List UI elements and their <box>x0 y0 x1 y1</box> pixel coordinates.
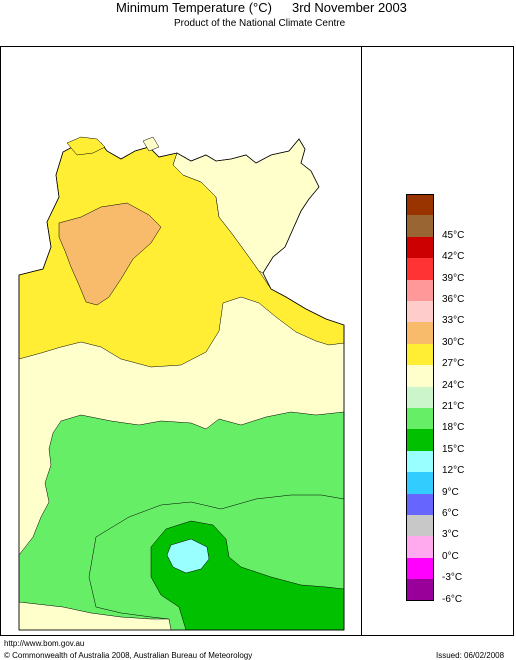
band-9-12 <box>166 538 210 574</box>
temperature-map <box>18 136 345 631</box>
legend-swatch <box>406 450 434 473</box>
legend-swatch <box>406 386 434 408</box>
footer-copyright: © Commonwealth of Australia 2008, Austra… <box>4 651 253 660</box>
legend-swatch <box>406 279 434 301</box>
legend-label: 24°C <box>442 379 465 391</box>
legend-swatch <box>406 408 434 430</box>
footer-url[interactable]: http://www.bom.gov.au <box>4 639 85 648</box>
legend-swatch <box>406 343 434 366</box>
legend-label: 39°C <box>442 272 465 284</box>
legend-swatch <box>406 215 434 237</box>
legend-label: -6°C <box>442 593 463 605</box>
band-30-33 <box>58 202 162 306</box>
legend-swatch <box>406 536 434 558</box>
legend-label: 33°C <box>442 315 465 327</box>
legend-label: -3°C <box>442 572 463 584</box>
legend-swatch <box>406 472 434 494</box>
legend-label: 18°C <box>442 422 465 434</box>
legend-label: 6°C <box>442 508 459 519</box>
legend-label: 9°C <box>442 486 459 498</box>
panel-divider <box>361 46 362 636</box>
map-header: Minimum Temperature (°C) 3rd November 20… <box>0 0 516 34</box>
footer-issued: Issued: 06/02/2008 <box>436 651 505 660</box>
legend-swatch <box>406 236 434 259</box>
legend-swatch <box>406 429 434 451</box>
legend-label: 36°C <box>442 294 465 305</box>
legend-label: 3°C <box>442 529 459 541</box>
legend-swatch <box>406 301 434 323</box>
island <box>142 136 160 152</box>
legend-label: 21°C <box>442 401 465 412</box>
map-subtitle: Product of the National Climate Centre <box>174 18 346 29</box>
map-title: Minimum Temperature (°C) <box>116 0 272 15</box>
legend-label: 0°C <box>442 550 459 562</box>
legend-swatch <box>406 557 434 580</box>
legend-label: 15°C <box>442 443 465 455</box>
map-frame <box>0 46 514 636</box>
legend-label: 45°C <box>442 229 465 241</box>
legend-label: 12°C <box>442 465 465 477</box>
legend-swatch <box>406 493 434 515</box>
legend-label: 42°C <box>442 251 465 263</box>
legend-swatch <box>406 365 434 387</box>
legend-swatch <box>406 194 434 216</box>
legend-swatch <box>406 515 434 537</box>
map-date: 3rd November 2003 <box>292 0 407 15</box>
legend-swatch <box>406 322 434 344</box>
legend-label: 30°C <box>442 336 465 348</box>
legend-label: 27°C <box>442 358 465 370</box>
legend-swatch <box>406 258 434 280</box>
island <box>66 136 106 156</box>
legend-swatch <box>406 579 434 601</box>
